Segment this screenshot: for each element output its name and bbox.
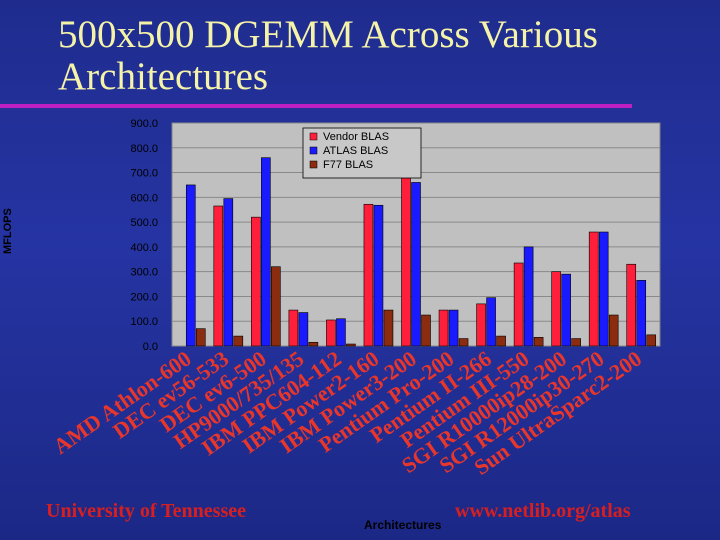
- legend-box: [302, 127, 422, 179]
- bar-atlas-blas: [561, 273, 571, 347]
- bar-f77-blas: [533, 337, 544, 347]
- bar-f77-blas: [271, 266, 281, 347]
- bar-vendor-blas: [438, 309, 449, 347]
- bar-vendor-blas: [551, 271, 561, 347]
- legend-swatch: [309, 146, 318, 155]
- legend-swatch: [309, 132, 318, 141]
- bar-f77-blas: [308, 341, 319, 347]
- y-tick-label: 400.0: [130, 242, 158, 254]
- bar-f77-blas: [608, 314, 619, 347]
- y-tick-label: 100.0: [130, 316, 158, 328]
- y-tick-label: 0.0: [143, 341, 158, 353]
- bar-vendor-blas: [401, 174, 411, 347]
- bar-f77-blas: [346, 343, 356, 347]
- legend-label: Vendor BLAS: [323, 131, 389, 143]
- bar-f77-blas: [458, 338, 469, 347]
- y-tick-label: 800.0: [130, 143, 158, 155]
- y-tick-label: 600.0: [130, 192, 158, 204]
- bar-vendor-blas: [326, 319, 336, 347]
- legend-label: F77 BLAS: [323, 159, 373, 171]
- y-axis-label: MFLOPS: [2, 208, 14, 254]
- title-divider: [0, 104, 632, 108]
- bar-atlas-blas: [223, 198, 234, 347]
- bar-vendor-blas: [476, 303, 486, 347]
- bar-f77-blas: [646, 334, 657, 347]
- bar-vendor-blas: [363, 203, 374, 347]
- bar-atlas-blas: [523, 246, 534, 347]
- bar-atlas-blas: [336, 318, 346, 347]
- footer-url-link[interactable]: www.netlib.org/atlas: [455, 500, 631, 522]
- slide-title: 500x500 DGEMM Across Various Architectur…: [58, 13, 598, 98]
- bar-atlas-blas: [598, 231, 609, 347]
- bar-f77-blas: [195, 328, 206, 347]
- y-tick-label: 900.0: [130, 118, 158, 130]
- bar-vendor-blas: [513, 262, 524, 347]
- bar-atlas-blas: [486, 297, 496, 347]
- y-tick-label: 300.0: [130, 267, 158, 279]
- legend-swatch: [309, 160, 318, 169]
- footer-university: University of Tennessee: [46, 500, 246, 522]
- bar-atlas-blas: [261, 157, 271, 347]
- bar-vendor-blas: [213, 205, 224, 347]
- bar-vendor-blas: [588, 231, 599, 347]
- bar-atlas-blas: [373, 204, 384, 347]
- bar-f77-blas: [496, 335, 506, 347]
- y-tick-label: 200.0: [130, 291, 158, 303]
- bar-atlas-blas: [185, 184, 196, 347]
- bar-vendor-blas: [626, 263, 637, 347]
- legend-label: ATLAS BLAS: [323, 145, 388, 157]
- bar-vendor-blas: [251, 216, 261, 347]
- bar-vendor-blas: [288, 309, 299, 347]
- y-tick-label: 700.0: [130, 168, 158, 180]
- y-tick-label: 500.0: [130, 217, 158, 229]
- bar-atlas-blas: [636, 280, 647, 347]
- bar-atlas-blas: [411, 182, 421, 347]
- bar-f77-blas: [571, 338, 581, 347]
- bar-atlas-blas: [298, 312, 309, 347]
- x-axis-label: Architectures: [364, 518, 442, 532]
- bar-f77-blas: [421, 314, 431, 347]
- bar-f77-blas: [383, 309, 394, 347]
- bar-atlas-blas: [448, 309, 459, 347]
- bar-f77-blas: [233, 335, 244, 347]
